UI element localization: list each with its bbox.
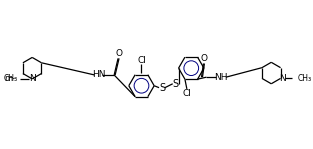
Text: O: O [201, 54, 208, 63]
Text: Cl: Cl [137, 56, 146, 65]
Text: HN: HN [92, 70, 105, 79]
Text: m-: m- [4, 74, 16, 83]
Text: O: O [115, 49, 123, 58]
Text: S: S [172, 79, 179, 89]
Text: N: N [29, 74, 36, 83]
Text: Cl: Cl [182, 89, 191, 98]
Text: S: S [159, 83, 165, 93]
Text: NH: NH [214, 73, 228, 82]
Text: CH₃: CH₃ [3, 74, 18, 83]
Text: N: N [279, 74, 286, 83]
Text: CH₃: CH₃ [298, 74, 312, 83]
